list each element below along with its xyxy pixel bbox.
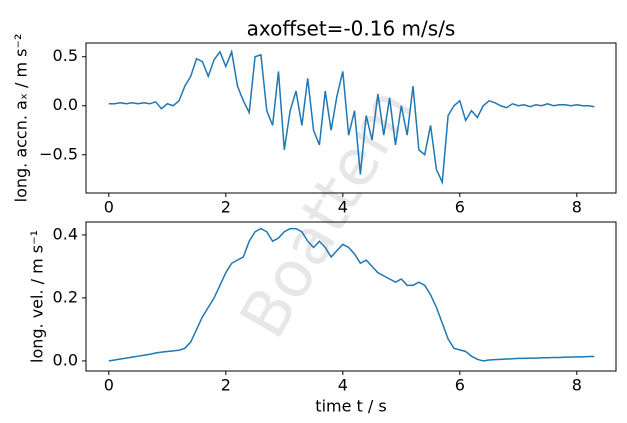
y-tick-label: 0.2 xyxy=(53,287,78,306)
x-tick-label: 2 xyxy=(221,376,231,395)
watermark: Boattem xyxy=(226,76,427,350)
y-axis-label: long. accn. aₓ / m s⁻² xyxy=(12,34,31,203)
y-tick-label: 0.5 xyxy=(53,46,78,65)
x-tick-label: 8 xyxy=(572,376,582,395)
x-axis-label: time t / s xyxy=(315,397,386,416)
chart-title: axoffset=-0.16 m/s/s xyxy=(247,17,456,41)
y-tick-label: −0.5 xyxy=(39,144,78,163)
x-tick-label: 6 xyxy=(455,198,465,217)
y-axis-label: long. vel. / m s⁻¹ xyxy=(28,230,47,363)
data-line xyxy=(108,227,595,362)
x-tick-label: 0 xyxy=(104,376,114,395)
x-tick-label: 4 xyxy=(338,376,348,395)
y-tick-label: 0.0 xyxy=(53,95,78,114)
x-tick-label: 4 xyxy=(338,198,348,217)
y-tick-label: 0.4 xyxy=(53,224,78,243)
x-tick-label: 6 xyxy=(455,376,465,395)
y-tick-label: 0.0 xyxy=(53,350,78,369)
data-line xyxy=(108,49,595,186)
x-tick-label: 2 xyxy=(221,198,231,217)
axes-frame xyxy=(85,221,617,372)
axes-frame xyxy=(85,42,617,194)
x-tick-label: 8 xyxy=(572,198,582,217)
x-tick-label: 0 xyxy=(104,198,114,217)
